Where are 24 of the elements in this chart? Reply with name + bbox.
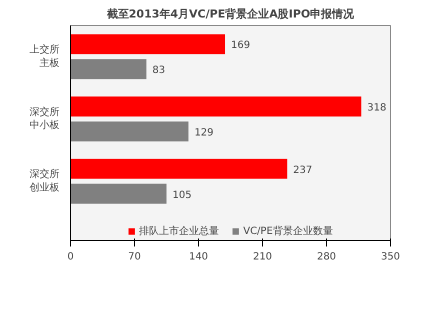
x-tick-label: 280 [316,252,336,262]
data-label: 237 [293,164,312,176]
x-tick-label: 70 [128,252,141,262]
bar [70,184,166,204]
bar [70,96,362,116]
bar [70,121,188,142]
data-label: 105 [172,190,192,201]
data-label: 83 [152,65,166,76]
bar [70,59,146,80]
x-tick-label: 140 [188,252,208,262]
legend-label: VC/PE背景企业数量 [243,224,333,238]
y-tick-label: 深交所中小板 [30,106,60,132]
y-tick-label: 深交所创业板 [30,168,60,194]
chart-title: 截至2013年4月VC/PE背景企业A股IPO申报情况 [106,8,356,20]
x-tick-label: 0 [67,252,74,262]
data-label: 129 [194,127,214,138]
bar [70,158,288,179]
x-tick-label: 210 [252,252,272,262]
data-label: 169 [231,40,250,52]
data-label: 318 [367,102,386,114]
bar [70,34,226,54]
y-tick-label: 上交所主板 [30,44,60,69]
legend-label: 排队上市企业总量 [139,224,220,238]
x-tick-label: 350 [380,252,400,262]
